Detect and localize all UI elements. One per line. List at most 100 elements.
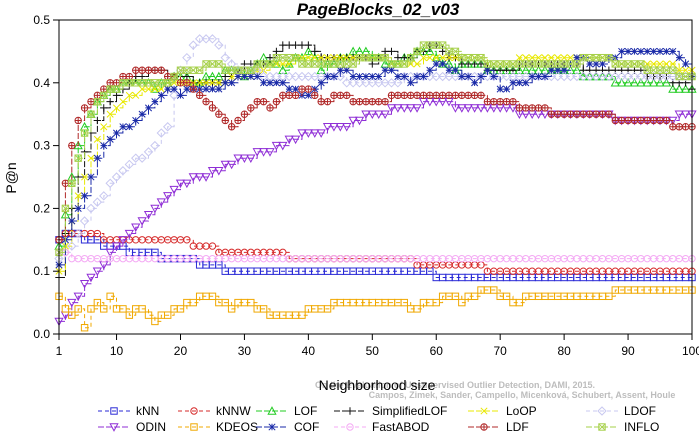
y-axis-label: P@n: [3, 162, 19, 193]
point-ldf: [311, 91, 319, 100]
point-ldof: [131, 153, 141, 163]
point-cof: [490, 72, 498, 81]
point-cof: [630, 47, 639, 55]
point-cof: [138, 110, 146, 118]
x-tick-label: 30: [238, 344, 252, 358]
point-loop: [157, 85, 165, 93]
point-cof: [509, 79, 517, 87]
point-ldf: [106, 79, 114, 87]
point-inflo: [68, 179, 76, 187]
point-ldf: [637, 116, 645, 125]
point-ldf: [573, 110, 581, 118]
point-cof: [522, 79, 530, 87]
point-cof: [170, 85, 178, 93]
point-ldf: [343, 91, 351, 100]
point-cof: [560, 66, 568, 74]
point-odin: [463, 104, 473, 113]
point-inflo: [573, 60, 581, 68]
legend-marker: [346, 407, 354, 415]
point-ldof: [329, 71, 339, 82]
point-lof: [642, 77, 652, 87]
credit-line-2: Campos, Zimek, Sander, Campello, Micenko…: [369, 390, 676, 400]
point-ldof: [118, 166, 128, 176]
legend-marker: [109, 423, 119, 432]
point-ldf: [195, 91, 204, 100]
point-simplifiedlof: [93, 116, 102, 125]
point-ldof: [322, 71, 333, 82]
point-simplifiedlof: [387, 47, 396, 56]
point-odin: [124, 229, 134, 239]
point-ldf: [176, 79, 185, 87]
point-cof: [483, 66, 491, 74]
point-loop: [285, 60, 293, 68]
legend-marker: [268, 423, 276, 431]
point-simplifiedlof: [112, 91, 121, 100]
point-loop: [196, 79, 204, 87]
point-cof: [221, 79, 229, 87]
point-loop: [112, 104, 121, 112]
point-kdeos: [458, 298, 466, 307]
legend-label: ODIN: [136, 420, 166, 434]
point-loop: [317, 54, 325, 62]
point-ldof: [373, 78, 384, 88]
point-lof: [278, 65, 288, 74]
point-cof: [183, 85, 191, 93]
legend-marker: [598, 423, 606, 431]
point-lof: [610, 77, 620, 87]
point-ldof: [290, 71, 301, 82]
point-loop: [215, 79, 223, 87]
point-loop: [74, 192, 82, 200]
point-cof: [247, 72, 255, 81]
point-ldof: [284, 71, 294, 82]
point-kdeos: [61, 305, 70, 313]
point-ldf: [419, 91, 428, 100]
point-cof: [304, 91, 312, 99]
point-ldf: [259, 97, 268, 106]
point-ldf: [438, 91, 447, 100]
point-ldof: [92, 197, 103, 207]
legend-item-loop: LoOP: [468, 404, 537, 418]
point-inflo: [247, 66, 255, 74]
point-odin: [195, 173, 205, 182]
point-ldf: [298, 85, 306, 93]
point-ldof: [188, 40, 198, 50]
point-loop: [119, 98, 127, 106]
point-simplifiedlof: [400, 53, 408, 62]
legend-label: kNNW: [216, 404, 251, 418]
point-inflo: [381, 53, 389, 62]
point-cof: [547, 66, 555, 74]
point-odin: [188, 173, 198, 182]
y-tick-label: 0.1: [33, 264, 50, 278]
point-lof: [648, 77, 659, 87]
point-ldf: [432, 91, 440, 100]
point-odin: [322, 123, 333, 132]
point-odin: [137, 217, 147, 226]
point-ldf: [157, 66, 166, 74]
point-ldof: [335, 71, 346, 82]
point-inflo: [637, 60, 645, 68]
point-odin: [297, 129, 307, 138]
point-ldf: [74, 116, 82, 125]
point-odin: [105, 248, 115, 258]
point-cof: [144, 104, 153, 112]
point-ldf: [68, 141, 76, 150]
point-ldf: [317, 97, 325, 106]
point-cof: [164, 85, 172, 93]
x-tick-label: 60: [430, 344, 444, 358]
point-simplifiedlof: [304, 41, 313, 49]
point-ldf: [355, 97, 364, 106]
point-ldof: [143, 147, 154, 157]
point-odin: [278, 141, 288, 151]
plot-frame: [58, 19, 693, 335]
point-ldf: [451, 91, 460, 100]
point-ldof: [201, 34, 211, 44]
point-ldf: [61, 179, 70, 187]
point-cof: [439, 60, 447, 68]
point-cof: [387, 66, 396, 74]
point-lof: [316, 65, 326, 74]
point-ldf: [681, 123, 690, 131]
point-odin: [335, 123, 345, 132]
point-ldf: [330, 91, 338, 100]
x-tick-label: 20: [174, 344, 188, 358]
point-cof: [292, 85, 300, 93]
